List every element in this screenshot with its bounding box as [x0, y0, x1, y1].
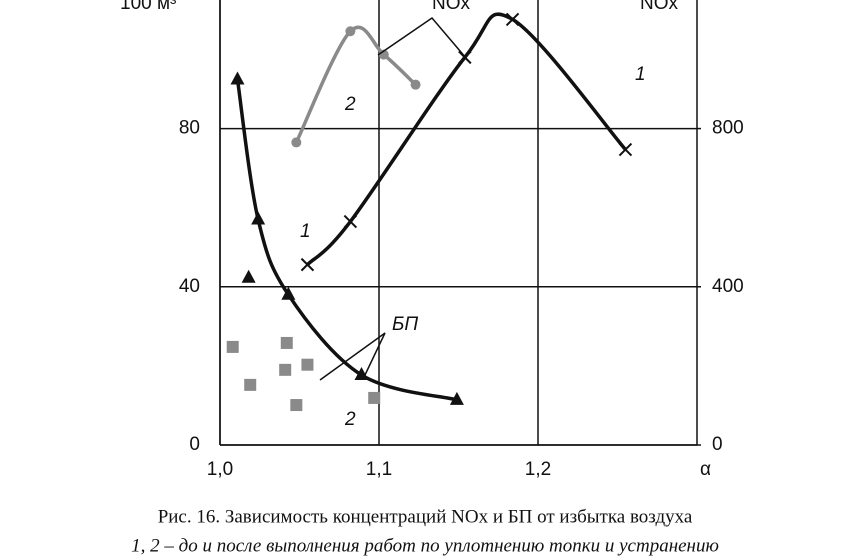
leader-line	[319, 332, 386, 381]
marker	[279, 363, 292, 376]
marker	[241, 269, 256, 283]
leader-line	[377, 16, 467, 59]
annotation: 1	[300, 221, 311, 242]
marker	[410, 79, 421, 90]
marker	[290, 399, 303, 412]
marker	[354, 366, 369, 380]
marker	[505, 12, 520, 27]
y2-tick-label: 400	[712, 276, 744, 297]
marker	[345, 26, 356, 37]
annotation: БП	[392, 314, 418, 335]
marker	[291, 137, 302, 148]
x-tick-label: 1,0	[207, 459, 233, 480]
marker	[343, 214, 358, 229]
marker	[449, 391, 464, 405]
annotation: 2	[344, 94, 356, 115]
marker	[280, 336, 293, 349]
marker	[368, 391, 381, 404]
marker	[226, 340, 239, 353]
y2-tick-label: 800	[712, 118, 744, 139]
x-axis-label: α	[700, 459, 711, 480]
y2-tick-label: 0	[712, 434, 723, 455]
marker	[300, 257, 315, 272]
marker	[301, 358, 314, 371]
marker	[230, 71, 245, 85]
y-tick-label: 40	[179, 276, 200, 297]
caption: Рис. 16. Зависимость концентраций NOx и …	[158, 506, 693, 527]
annotation: 1	[635, 64, 646, 85]
caption: 1, 2 – до и после выполнения работ по уп…	[131, 535, 719, 556]
marker	[244, 378, 257, 391]
marker	[281, 286, 296, 300]
marker	[618, 142, 633, 157]
y-tick-label: 0	[189, 434, 200, 455]
marker	[251, 211, 266, 225]
annotation: 2	[344, 409, 356, 430]
x-tick-label: 1,2	[525, 459, 551, 480]
line	[294, 25, 417, 144]
y-tick-label: 80	[179, 118, 200, 139]
y-axis-label: 100 м³	[120, 0, 176, 14]
annotation: NOx	[432, 0, 471, 14]
y2-axis-label: NOx	[640, 0, 679, 14]
line	[235, 79, 458, 402]
x-tick-label: 1,1	[366, 459, 392, 480]
